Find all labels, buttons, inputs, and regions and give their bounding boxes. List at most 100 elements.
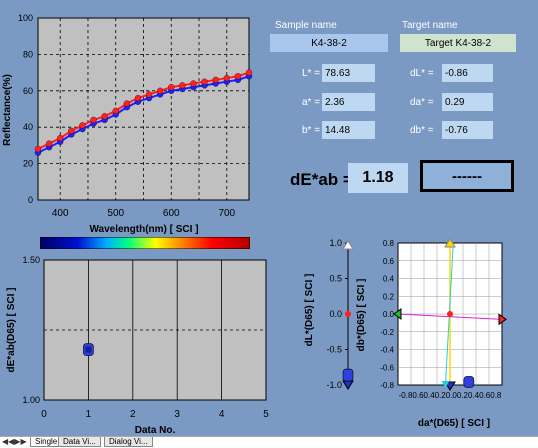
dadb-cyan-marker [441, 381, 450, 388]
db-label: db* = [410, 125, 434, 136]
de-y-tick-label: 1.00 [22, 395, 40, 405]
pass-fail-judgement: ------ [420, 160, 514, 192]
de-y-tick-label: 1.50 [22, 255, 40, 265]
dadb-data-point [463, 376, 475, 388]
da-value: 0.29 [442, 93, 493, 111]
sheet-tab-bar: ◀◀▶▶ Single Data Vi... Dialog Vi... [0, 436, 538, 448]
spectrum-point [234, 73, 242, 80]
spectrum-x-tick-label: 400 [52, 208, 69, 219]
spectrum-point [168, 84, 175, 91]
spectrum-y-axis-label: Reflectance(%) [2, 74, 13, 146]
de-x-tick-label: 1 [86, 409, 92, 420]
dL-top-marker [342, 240, 354, 250]
spectrum-x-ticks: 400 500 600 700 [52, 208, 236, 219]
spectrum-y-tick-label: 20 [23, 159, 33, 169]
dadb-origin-marker [447, 311, 453, 317]
sample-name-field[interactable]: K4-38-2 [270, 34, 388, 52]
spectrum-grid [38, 18, 249, 200]
dadb-yellow-marker [444, 238, 456, 248]
de-x-ticks: 0 1 2 3 4 5 [41, 409, 269, 420]
b-value: 14.48 [322, 121, 375, 139]
dadb-y-tick-label: -0.2 [380, 328, 394, 337]
dadb-y-tick-label: 0.6 [383, 257, 395, 266]
spectrum-point [112, 107, 119, 114]
de-x-tick-label: 0 [41, 409, 47, 420]
spectrum-point [45, 140, 53, 147]
db-value: -0.76 [442, 121, 493, 139]
dL-y-tick-label: -1.0 [326, 380, 342, 390]
spectrum-y-tick-label: 0 [28, 195, 33, 205]
tab-dialog-view[interactable]: Dialog Vi... [104, 437, 153, 447]
a-label: a* = [302, 97, 321, 108]
spectrum-point [123, 100, 130, 107]
de-y-ticks: 1.00 1.50 [22, 255, 40, 405]
de-x-tick-label: 3 [174, 409, 180, 420]
spectrum-point [223, 74, 230, 82]
dadb-y-axis-label: db*(D65) [ SCI ] [356, 279, 367, 352]
dadb-x-tick-labels: -0.80.60.40.20.00.20.40.60.8 [399, 391, 502, 400]
da-db-chart: 0.8 0.6 0.4 0.2 0.0 -0.2 -0.4 -0.6 -0.8 -0.80.60… [356, 238, 507, 429]
a-value: 2.36 [322, 93, 375, 111]
dL-chart: 1.0 0.5 0.0 -0.5 -1.0 dL*(D65) [ SCI ] [304, 238, 354, 390]
spectrum-point [201, 78, 208, 85]
dadb-overlay [393, 238, 507, 391]
dL-bottom-marker [342, 380, 354, 390]
dadb-y-tick-label: 0.0 [383, 310, 395, 319]
dadb-y-ticks: 0.8 0.6 0.4 0.2 0.0 -0.2 -0.4 -0.6 -0.8 [380, 239, 394, 390]
dadb-y-tick-label: -0.8 [380, 381, 394, 390]
de-y-axis-label: dE*ab(D65) [ SCI ] [6, 287, 17, 372]
spectrum-point [68, 127, 75, 134]
dE-value: 1.18 [348, 163, 408, 193]
tab-data-view[interactable]: Data Vi... [58, 437, 101, 447]
spectrum-point [134, 94, 142, 102]
dadb-x-axis-label: da*(D65) [ SCI ] [418, 418, 490, 429]
dL-value: -0.86 [442, 64, 493, 82]
dadb-y-tick-label: -0.6 [380, 363, 394, 372]
spectrum-point [212, 76, 219, 84]
spectrum-point [90, 116, 97, 124]
spectrum-point [245, 69, 253, 76]
spectral-reflectance-chart: 0 20 40 60 80 100 400 500 600 700 Reflectance(%)… [2, 13, 253, 235]
spectrum-x-tick-label: 700 [218, 208, 235, 219]
dadb-y-tick-label: 0.2 [383, 292, 395, 301]
dadb-red-marker [498, 313, 507, 326]
tab-scroll-arrows[interactable]: ◀◀▶▶ [2, 437, 27, 446]
de-grid [44, 260, 266, 400]
de-x-axis-label: Data No. [135, 425, 176, 436]
dL-y-tick-label: 1.0 [329, 238, 342, 248]
de-points [83, 343, 94, 356]
b-label: b* = [302, 125, 321, 136]
dL-data-point [342, 368, 354, 382]
spectrum-x-axis-label: Wavelength(nm) [ SCI ] [89, 224, 198, 235]
color-spectrum-bar [40, 237, 250, 249]
dadb-points [463, 376, 475, 388]
target-name-field[interactable]: Target K4-38-2 [400, 34, 516, 52]
target-name-header: Target name [402, 20, 458, 31]
spectrum-series [34, 69, 253, 156]
spectrum-point [190, 80, 197, 87]
L-label: L* = [302, 68, 321, 79]
spectrum-point [57, 134, 64, 142]
dL-y-tick-label: 0.5 [329, 274, 342, 284]
spectrum-y-tick-label: 60 [23, 86, 33, 96]
dL-y-ticks: 1.0 0.5 0.0 -0.5 -1.0 [326, 238, 342, 390]
de-x-tick-label: 2 [130, 409, 136, 420]
spectrum-point [34, 145, 42, 153]
dL-y-axis-label: dL*(D65) [ SCI ] [304, 274, 315, 347]
dadb-y-tick-label: 0.4 [383, 275, 395, 284]
de-x-tick-label: 5 [263, 409, 269, 420]
de-trend-chart: 1.00 1.50 0 1 2 3 4 5 dE*ab(D65) [ SCI ] Data … [6, 255, 269, 436]
spectrum-point [145, 91, 153, 98]
dadb-y-tick-label: 0.8 [383, 239, 395, 248]
dL-zero-marker [345, 311, 351, 317]
spectrum-y-tick-label: 100 [18, 13, 33, 23]
spectrum-y-tick-label: 80 [23, 49, 33, 59]
spectrum-y-tick-label: 40 [23, 122, 33, 132]
spectrum-x-tick-label: 600 [163, 208, 180, 219]
spectrum-point [157, 87, 164, 94]
de-x-tick-label: 4 [219, 409, 225, 420]
da-label: da* = [410, 97, 434, 108]
dL-y-tick-label: -0.5 [326, 345, 342, 355]
spectrum-point [101, 113, 108, 120]
dE-label: dE*ab = [290, 170, 353, 189]
